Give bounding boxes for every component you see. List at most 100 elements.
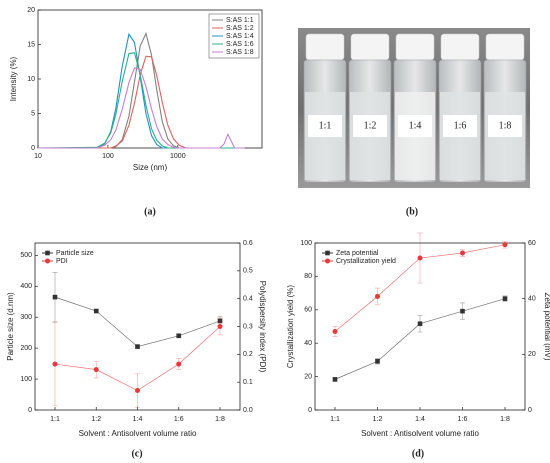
legend-marker bbox=[45, 258, 50, 264]
legend-label: Zeta potential bbox=[336, 250, 379, 257]
photo: 1:1 1:2 1:4 1:6 1:8 bbox=[298, 28, 530, 188]
marker bbox=[417, 321, 423, 327]
legend-label: S:AS 1:2 bbox=[226, 25, 254, 32]
legend-label: S:AS 1:6 bbox=[226, 41, 254, 48]
series-line bbox=[38, 55, 245, 149]
y2-tick-label: 0.5 bbox=[243, 268, 253, 275]
y-axis-label: Crystallization yield (%) bbox=[286, 285, 295, 368]
marker bbox=[460, 250, 465, 256]
vials: 1:1 1:2 1:4 1:6 1:8 bbox=[303, 33, 527, 183]
legend-label: S:AS 1:8 bbox=[226, 49, 254, 56]
x-tick-label: 1:4 bbox=[415, 416, 425, 423]
vial-cap bbox=[485, 33, 525, 61]
x-tick-label: 1:1 bbox=[50, 416, 60, 423]
vial-cap bbox=[350, 33, 390, 61]
y-tick-label: 500 bbox=[20, 252, 32, 259]
y-tick-label: 0 bbox=[31, 145, 35, 152]
y2-axis-label: Zeta potential (mV) bbox=[543, 292, 550, 360]
y-tick-label: 60 bbox=[304, 307, 312, 314]
label-box bbox=[488, 115, 522, 137]
legend-label: PDI bbox=[56, 258, 68, 265]
legend-marker bbox=[325, 250, 330, 256]
legend-label: Particle size bbox=[56, 250, 94, 257]
vial-label: 1:8 bbox=[499, 120, 512, 131]
y2-tick-label: 0.1 bbox=[243, 379, 253, 386]
y-tick-label: 20 bbox=[304, 373, 312, 380]
y2-tick-label: 0 bbox=[528, 407, 532, 414]
vial-cap bbox=[305, 33, 345, 61]
y2-tick-label: 40 bbox=[528, 296, 536, 303]
marker bbox=[375, 293, 380, 299]
y2-tick-label: 0.0 bbox=[243, 407, 253, 414]
marker bbox=[93, 367, 99, 373]
vial-cap bbox=[395, 33, 435, 61]
x-axis-label: Solvent : Antisolvent volume ratio bbox=[361, 429, 479, 438]
x-axis-label: Solvent : Antisolvent volume ratio bbox=[79, 429, 197, 438]
legend-label: S:AS 1:1 bbox=[226, 17, 254, 24]
caption: (b) bbox=[406, 206, 418, 217]
y-tick-label: 0 bbox=[28, 407, 32, 414]
series-line bbox=[54, 296, 221, 347]
y-tick-label: 40 bbox=[304, 340, 312, 347]
x-tick-label: 1000 bbox=[170, 153, 186, 160]
caption: (d) bbox=[412, 448, 424, 459]
x-tick-label: 1:2 bbox=[373, 416, 383, 423]
x-tick-label: 100 bbox=[102, 153, 114, 160]
label-box bbox=[353, 115, 387, 137]
legend-label: Crystallization yield bbox=[336, 258, 396, 265]
marker bbox=[93, 308, 99, 314]
y2-tick-label: 60 bbox=[528, 240, 536, 247]
marker bbox=[332, 377, 338, 382]
caption: (c) bbox=[131, 448, 142, 459]
marker bbox=[176, 333, 182, 339]
chart: 0 20 40 60 80 100 0 20 40 60 1:1 1:2 1:4 1:6 1:8 Solven… bbox=[286, 232, 550, 438]
marker bbox=[502, 296, 508, 301]
y-tick-label: 400 bbox=[20, 283, 32, 290]
marker bbox=[417, 255, 423, 261]
y-tick-label: 0 bbox=[308, 407, 312, 414]
y-tick-label: 200 bbox=[20, 345, 32, 352]
y2-axis-label: Polydispersity index (PDI) bbox=[258, 281, 267, 373]
vial-label: 1:4 bbox=[409, 120, 422, 131]
vial-cap bbox=[440, 33, 480, 61]
x-tick-label: 1:6 bbox=[174, 416, 184, 423]
y-tick-label: 15 bbox=[27, 41, 35, 48]
marker bbox=[217, 318, 223, 324]
y-tick-label: 300 bbox=[20, 314, 32, 321]
x-tick-label: 10 bbox=[34, 153, 42, 160]
legend-marker bbox=[45, 250, 50, 256]
y2-tick-label: 0.4 bbox=[243, 296, 253, 303]
y-tick-label: 100 bbox=[300, 240, 312, 247]
marker bbox=[135, 344, 140, 349]
label-box bbox=[398, 115, 432, 137]
marker bbox=[52, 361, 58, 367]
y-tick-label: 100 bbox=[20, 376, 32, 383]
y-tick-label: 80 bbox=[304, 273, 312, 280]
vial-label: 1:2 bbox=[364, 120, 377, 131]
vial-label: 1:6 bbox=[454, 120, 467, 131]
label-box bbox=[308, 115, 342, 137]
y2-tick-label: 20 bbox=[528, 351, 536, 358]
label-box bbox=[443, 115, 477, 137]
y-tick-label: 10 bbox=[27, 76, 35, 83]
marker bbox=[217, 324, 223, 329]
x-tick-label: 1:8 bbox=[215, 416, 225, 423]
x-tick-label: 1:6 bbox=[458, 416, 468, 423]
marker bbox=[502, 242, 508, 248]
series-line bbox=[37, 52, 245, 149]
legend-marker bbox=[325, 258, 330, 264]
y2-tick-label: 0.3 bbox=[243, 323, 253, 330]
y-axis-label: Intensity (%) bbox=[9, 56, 18, 101]
marker bbox=[332, 329, 338, 335]
x-tick-label: 1:4 bbox=[133, 416, 143, 423]
series-line bbox=[38, 67, 245, 149]
y-tick-label: 5 bbox=[31, 110, 35, 117]
x-tick-label: 1:1 bbox=[330, 416, 340, 423]
y-tick-label: 20 bbox=[27, 7, 35, 14]
marker bbox=[135, 388, 140, 394]
marker bbox=[176, 361, 182, 367]
y2-tick-label: 0.2 bbox=[243, 351, 253, 358]
y2-tick-label: 0.6 bbox=[243, 240, 253, 247]
